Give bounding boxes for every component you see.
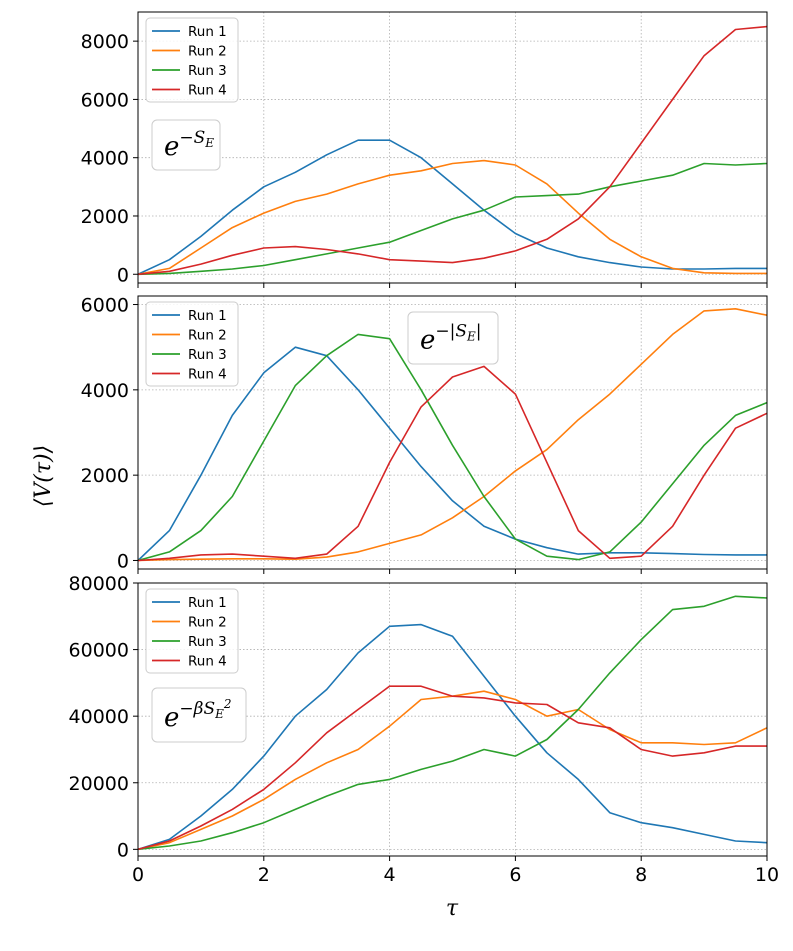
series-line-run-4 [138,25,767,276]
legend-label-run-4: Run 4 [188,83,227,99]
legend-label-run-2: Run 2 [188,615,227,631]
y-tick-label: 80000 [69,573,129,595]
annotation-formula: e−SE [164,128,214,162]
y-axis-label: ⟨V(τ)⟩ [31,445,56,507]
series-line-run-1 [138,139,767,276]
legend-label-run-1: Run 1 [188,595,227,611]
x-tick-label: 10 [755,864,779,886]
series-line-run-3 [138,162,767,276]
series-line-run-2 [138,159,767,276]
annotation-formula: e−βSE2 [164,697,232,733]
annotation-box [151,687,247,743]
y-tick-label: 8000 [81,31,129,53]
y-tick-label: 40000 [69,706,129,728]
chart-panel-middle: 0 2000 4000 6000 Run 1 Run 2 Run 3 Run 4 e−|SE| [81,295,768,574]
series-line-run-3 [138,595,767,851]
legend-label-run-3: Run 3 [188,347,227,363]
x-tick-label: 8 [635,864,647,886]
legend: Run 1 Run 2 Run 3 Run 4 [145,17,239,103]
legend-label-run-4: Run 4 [188,367,227,383]
y-tick-label: 0 [117,264,129,286]
legend: Run 1 Run 2 Run 3 Run 4 [145,588,239,674]
legend: Run 1 Run 2 Run 3 Run 4 [145,301,239,387]
chart-panel-top: 0 2000 4000 6000 8000 Run 1 Run 2 Run 3 Run 4 e−S… [81,11,768,288]
legend-label-run-2: Run 2 [188,44,227,60]
x-tick-label: 4 [384,864,396,886]
series-line-run-1 [138,623,767,851]
y-tick-label: 6000 [81,295,129,317]
y-tick-label: 2000 [81,206,129,228]
series-line-run-3 [138,333,767,562]
legend-box [145,301,239,387]
series-line-run-1 [138,346,767,562]
legend-label-run-4: Run 4 [188,654,227,670]
legend-label-run-2: Run 2 [188,328,227,344]
weight-annotation: e−|SE| [407,311,499,365]
x-axis-label: τ [446,896,459,921]
y-tick-label: 20000 [69,773,129,795]
y-tick-label: 60000 [69,640,129,662]
y-tick-label: 0 [117,839,129,861]
y-tick-label: 4000 [81,380,129,402]
weight-annotation: e−SE [151,119,221,171]
weight-annotation: e−βSE2 [151,687,247,743]
axes-frame [137,11,768,284]
legend-label-run-1: Run 1 [188,308,227,324]
legend-box [145,17,239,103]
annotation-formula: e−|SE| [420,321,482,355]
series-line-run-4 [138,685,767,851]
annotation-box [151,119,221,171]
y-tick-label: 4000 [81,148,129,170]
x-tick-label: 0 [132,864,144,886]
axes-frame [137,582,768,857]
series-line-run-4 [138,365,767,562]
x-tick-label: 2 [258,864,270,886]
y-tick-label: 2000 [81,465,129,487]
legend-box [145,588,239,674]
y-tick-label: 0 [117,550,129,572]
y-tick-label: 6000 [81,89,129,111]
legend-label-run-1: Run 1 [188,24,227,40]
legend-label-run-3: Run 3 [188,63,227,79]
legend-label-run-3: Run 3 [188,634,227,650]
annotation-box [407,311,499,365]
x-tick-label: 6 [509,864,521,886]
axes-frame [137,295,768,570]
series-line-run-2 [138,307,767,562]
